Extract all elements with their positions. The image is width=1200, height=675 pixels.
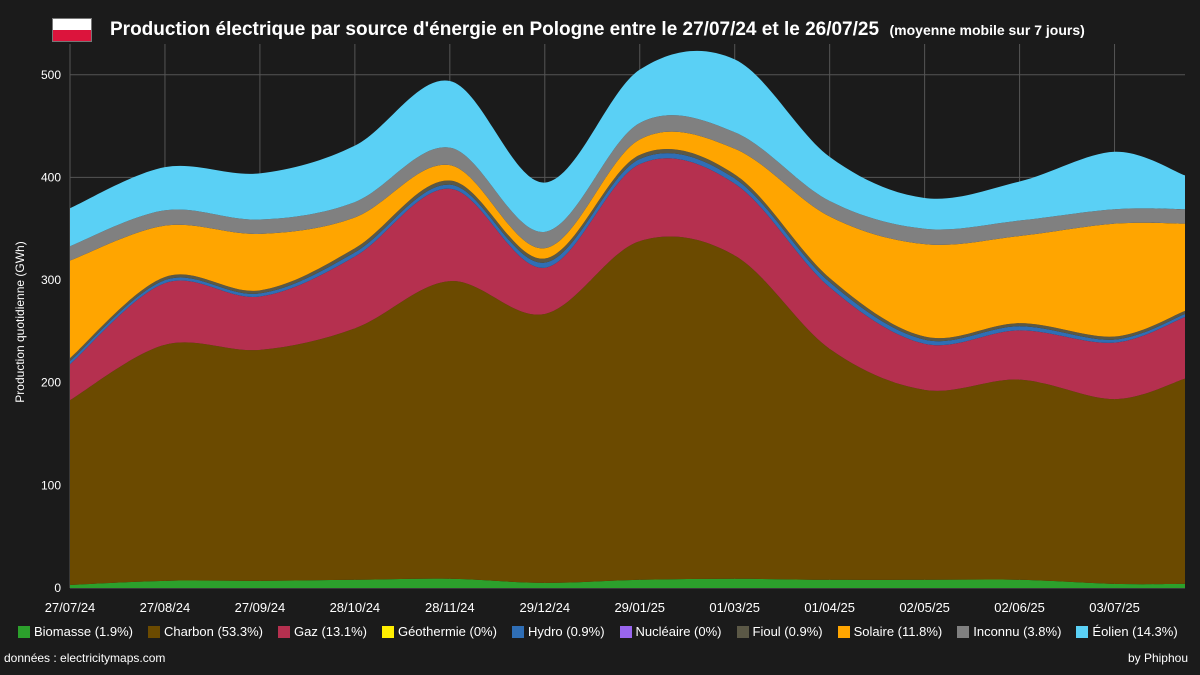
legend-swatch: [147, 625, 160, 638]
legend-label: Éolien (14.3%): [1092, 624, 1178, 639]
x-tick-label: 27/09/24: [235, 600, 286, 615]
legend-item-charbon: Charbon (53.3%): [147, 624, 263, 639]
legend-label: Biomasse (1.9%): [34, 624, 133, 639]
area-charbon: [70, 236, 1185, 585]
legend-item-fioul: Fioul (0.9%): [736, 624, 823, 639]
y-tick-label: 300: [41, 273, 61, 287]
x-tick-label: 02/06/25: [994, 600, 1045, 615]
poland-flag-icon: [52, 18, 92, 42]
author-credit: by Phiphou: [1127, 651, 1188, 665]
flag-red-band: [53, 30, 91, 41]
legend-item-eolien: Éolien (14.3%): [1076, 624, 1178, 639]
data-source-credit: données : electricitymaps.com: [4, 651, 166, 665]
chart-title-block: Production électrique par source d'énerg…: [110, 19, 1085, 41]
x-tick-label: 02/05/25: [899, 600, 950, 615]
chart-title: Production électrique par source d'énerg…: [110, 19, 880, 40]
legend-swatch: [837, 625, 850, 638]
area-gaz: [70, 158, 1185, 401]
legend-swatch: [957, 625, 970, 638]
series-areas: [70, 50, 1185, 588]
x-tick-label: 28/11/24: [425, 600, 475, 615]
axes: 0 100 200 300 400 500 27/07/24 27/08/24 27/09/24…: [41, 68, 1140, 615]
legend-item-hydro: Hydro (0.9%): [511, 624, 605, 639]
y-tick-label: 0: [54, 581, 61, 595]
legend-item-solaire: Solaire (11.8%): [837, 624, 943, 639]
legend-label: Fioul (0.9%): [752, 624, 823, 639]
legend-label: Géothermie (0%): [397, 624, 497, 639]
y-tick-label: 500: [41, 68, 61, 82]
legend-swatch: [277, 625, 290, 638]
x-tick-label: 01/04/25: [804, 600, 855, 615]
area-eolien: [70, 50, 1185, 247]
legend-swatch: [511, 625, 524, 638]
flag-white-band: [53, 19, 91, 30]
x-tick-label: 27/08/24: [140, 600, 191, 615]
legend-item-biomasse: Biomasse (1.9%): [18, 624, 133, 639]
area-inconnu: [70, 115, 1185, 261]
legend-swatch: [381, 625, 394, 638]
legend-label: Gaz (13.1%): [293, 624, 367, 639]
x-tick-label: 27/07/24: [45, 600, 96, 615]
legend-item-geothermie: Géothermie (0%): [381, 624, 497, 639]
legend-label: Hydro (0.9%): [527, 624, 605, 639]
legend: Biomasse (1.9%) Charbon (53.3%) Gaz (13.1%…: [18, 624, 1193, 639]
y-tick-label: 200: [41, 376, 61, 390]
x-tick-label: 29/12/24: [519, 600, 570, 615]
legend-swatch: [1076, 625, 1089, 638]
legend-swatch: [619, 625, 632, 638]
area-biomasse: [70, 578, 1185, 588]
legend-swatch: [736, 625, 749, 638]
y-tick-label: 100: [41, 478, 61, 492]
x-tick-label: 01/03/25: [709, 600, 760, 615]
legend-item-inconnu: Inconnu (3.8%): [957, 624, 1061, 639]
y-axis-label: Production quotidienne (GWh): [13, 241, 27, 402]
legend-label: Solaire (11.8%): [853, 624, 943, 639]
x-tick-label: 28/10/24: [330, 600, 381, 615]
legend-item-nucleaire: Nucléaire (0%): [619, 624, 722, 639]
y-tick-label: 400: [41, 170, 61, 184]
chart-subtitle: (moyenne mobile sur 7 jours): [889, 22, 1085, 38]
legend-item-gaz: Gaz (13.1%): [277, 624, 367, 639]
x-tick-label: 03/07/25: [1089, 600, 1140, 615]
legend-label: Inconnu (3.8%): [973, 624, 1062, 639]
legend-label: Charbon (53.3%): [163, 624, 263, 639]
legend-swatch: [18, 625, 30, 638]
area-solaire: [70, 131, 1185, 359]
x-tick-label: 29/01/25: [614, 600, 665, 615]
legend-label: Nucléaire (0%): [635, 624, 722, 639]
